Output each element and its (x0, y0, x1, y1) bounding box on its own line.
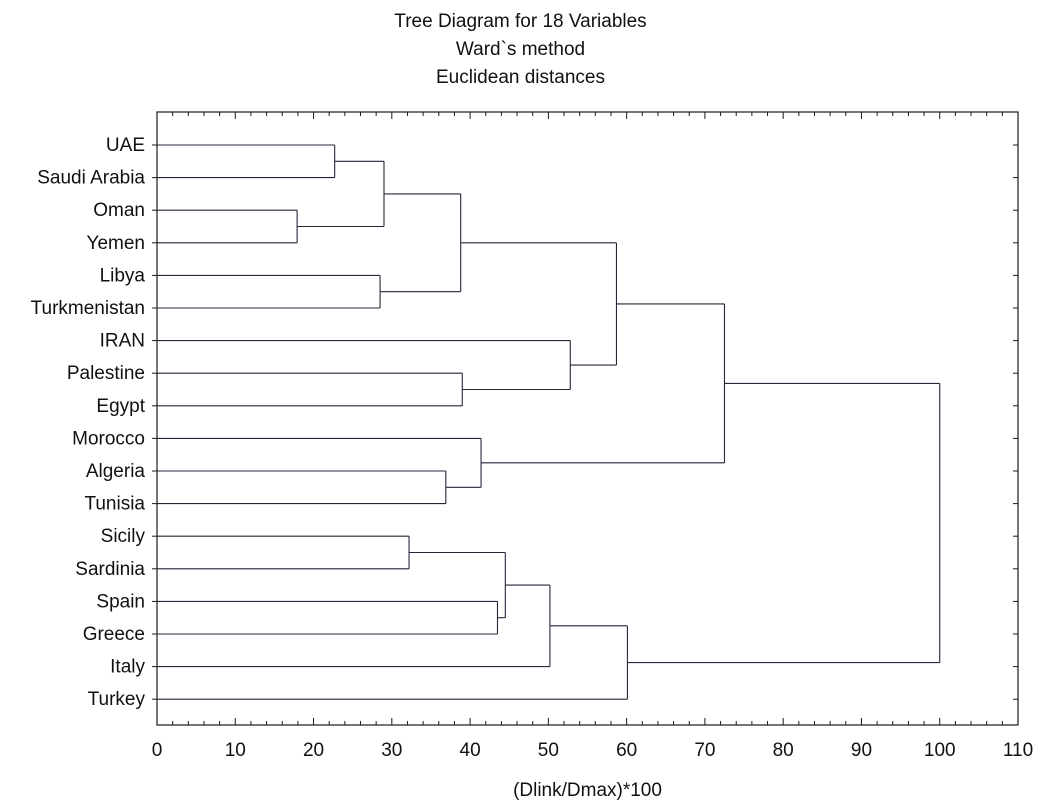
leaf-label-16: Italy (110, 657, 145, 678)
plot-frame (156, 111, 1019, 726)
x-tick-label-60: 60 (616, 740, 637, 761)
title-line-1: Tree Diagram for 18 Variables (394, 11, 647, 32)
x-tick-label-40: 40 (460, 740, 481, 761)
leaf-label-6: IRAN (100, 331, 145, 352)
leaf-label-10: Algeria (86, 461, 146, 482)
x-tick-label-110: 110 (1003, 740, 1033, 761)
x-tick-label-0: 0 (152, 740, 163, 761)
dendrogram-links (157, 144, 941, 700)
x-tick-label-100: 100 (924, 740, 956, 761)
leaf-label-14: Spain (96, 591, 145, 612)
leaf-label-12: Sicily (101, 526, 146, 547)
leaf-label-2: Oman (93, 200, 145, 221)
leaf-label-0: UAE (106, 135, 145, 156)
leaf-label-3: Yemen (87, 233, 145, 254)
title-line-2: Ward`s method (455, 39, 586, 60)
x-tick-label-80: 80 (773, 740, 794, 761)
x-tick-label-20: 20 (303, 740, 324, 761)
x-axis-title: (Dlink/Dmax)*100 (513, 780, 662, 801)
title-line-3: Euclidean distances (436, 67, 605, 88)
leaf-label-8: Egypt (96, 396, 145, 417)
leaf-label-9: Morocco (72, 428, 145, 449)
x-tick-label-50: 50 (538, 740, 559, 761)
x-tick-label-10: 10 (225, 740, 246, 761)
x-tick-label-70: 70 (694, 740, 715, 761)
leaf-label-7: Palestine (67, 363, 145, 384)
leaf-label-11: Tunisia (84, 494, 145, 515)
leaf-label-15: Greece (83, 624, 145, 645)
x-tick-label-30: 30 (381, 740, 402, 761)
chart-title: Tree Diagram for 18 Variables Ward`s met… (0, 8, 1041, 92)
leaf-label-17: Turkey (88, 689, 146, 710)
leaf-label-1: Saudi Arabia (37, 168, 145, 189)
leaf-label-4: Libya (100, 265, 146, 286)
leaf-label-13: Sardinia (75, 559, 145, 580)
leaf-label-5: Turkmenistan (31, 298, 145, 319)
x-tick-label-90: 90 (851, 740, 872, 761)
